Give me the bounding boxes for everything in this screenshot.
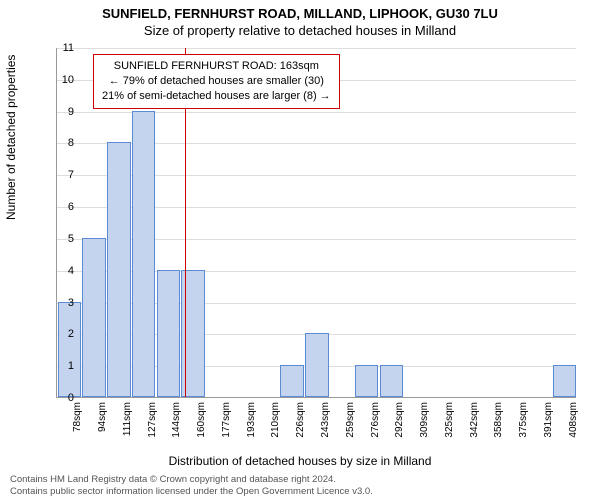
histogram-bar	[58, 302, 82, 397]
y-tick-label: 4	[54, 265, 74, 277]
x-tick-label: 78sqm	[72, 402, 83, 432]
gridline	[57, 48, 576, 49]
x-tick-label: 210sqm	[270, 402, 281, 438]
x-tick-label: 111sqm	[122, 402, 133, 436]
y-axis-label: Number of detached properties	[4, 55, 18, 220]
y-tick-label: 9	[54, 106, 74, 118]
footer-line-1: Contains HM Land Registry data © Crown c…	[10, 474, 373, 486]
histogram-bar	[380, 365, 404, 397]
chart-plot-area: SUNFIELD FERNHURST ROAD: 163sqm ← 79% of…	[56, 48, 576, 398]
x-tick-label: 226sqm	[295, 402, 306, 438]
x-tick-label: 325sqm	[444, 402, 455, 438]
annotation-line-2: ← 79% of detached houses are smaller (30…	[102, 74, 331, 89]
x-tick-label: 243sqm	[320, 402, 331, 438]
chart-title-main: SUNFIELD, FERNHURST ROAD, MILLAND, LIPHO…	[0, 0, 600, 21]
x-tick-label: 309sqm	[419, 402, 430, 438]
x-tick-label: 94sqm	[97, 402, 108, 432]
x-tick-label: 408sqm	[568, 402, 579, 438]
y-tick-label: 6	[54, 201, 74, 213]
histogram-bar	[157, 270, 181, 397]
x-tick-label: 177sqm	[221, 402, 232, 438]
footer-line-2: Contains public sector information licen…	[10, 486, 373, 498]
x-tick-label: 127sqm	[147, 402, 158, 438]
x-tick-label: 358sqm	[493, 402, 504, 438]
x-tick-label: 276sqm	[370, 402, 381, 438]
histogram-bar	[355, 365, 379, 397]
y-tick-label: 8	[54, 137, 74, 149]
x-tick-label: 160sqm	[196, 402, 207, 438]
y-tick-label: 2	[54, 328, 74, 340]
chart-title-sub: Size of property relative to detached ho…	[0, 21, 600, 38]
x-tick-label: 391sqm	[543, 402, 554, 438]
y-tick-label: 7	[54, 169, 74, 181]
x-tick-label: 342sqm	[469, 402, 480, 438]
x-tick-label: 193sqm	[246, 402, 257, 438]
annotation-box: SUNFIELD FERNHURST ROAD: 163sqm ← 79% of…	[93, 54, 340, 109]
histogram-bar	[107, 142, 131, 397]
annotation-line-3: 21% of semi-detached houses are larger (…	[102, 89, 331, 104]
y-tick-label: 1	[54, 360, 74, 372]
x-tick-label: 259sqm	[345, 402, 356, 438]
footer-attribution: Contains HM Land Registry data © Crown c…	[10, 474, 373, 498]
y-tick-label: 5	[54, 233, 74, 245]
histogram-bar	[553, 365, 577, 397]
x-tick-label: 144sqm	[171, 402, 182, 438]
histogram-bar	[280, 365, 304, 397]
y-tick-label: 11	[54, 42, 74, 54]
histogram-bar	[132, 111, 156, 397]
x-tick-label: 292sqm	[394, 402, 405, 438]
annotation-line-1: SUNFIELD FERNHURST ROAD: 163sqm	[102, 59, 331, 74]
histogram-bar	[305, 333, 329, 397]
y-tick-label: 10	[54, 74, 74, 86]
histogram-bar	[82, 238, 106, 397]
y-tick-label: 3	[54, 297, 74, 309]
x-tick-label: 375sqm	[518, 402, 529, 438]
x-axis-label: Distribution of detached houses by size …	[0, 454, 600, 468]
y-tick-label: 0	[54, 392, 74, 404]
